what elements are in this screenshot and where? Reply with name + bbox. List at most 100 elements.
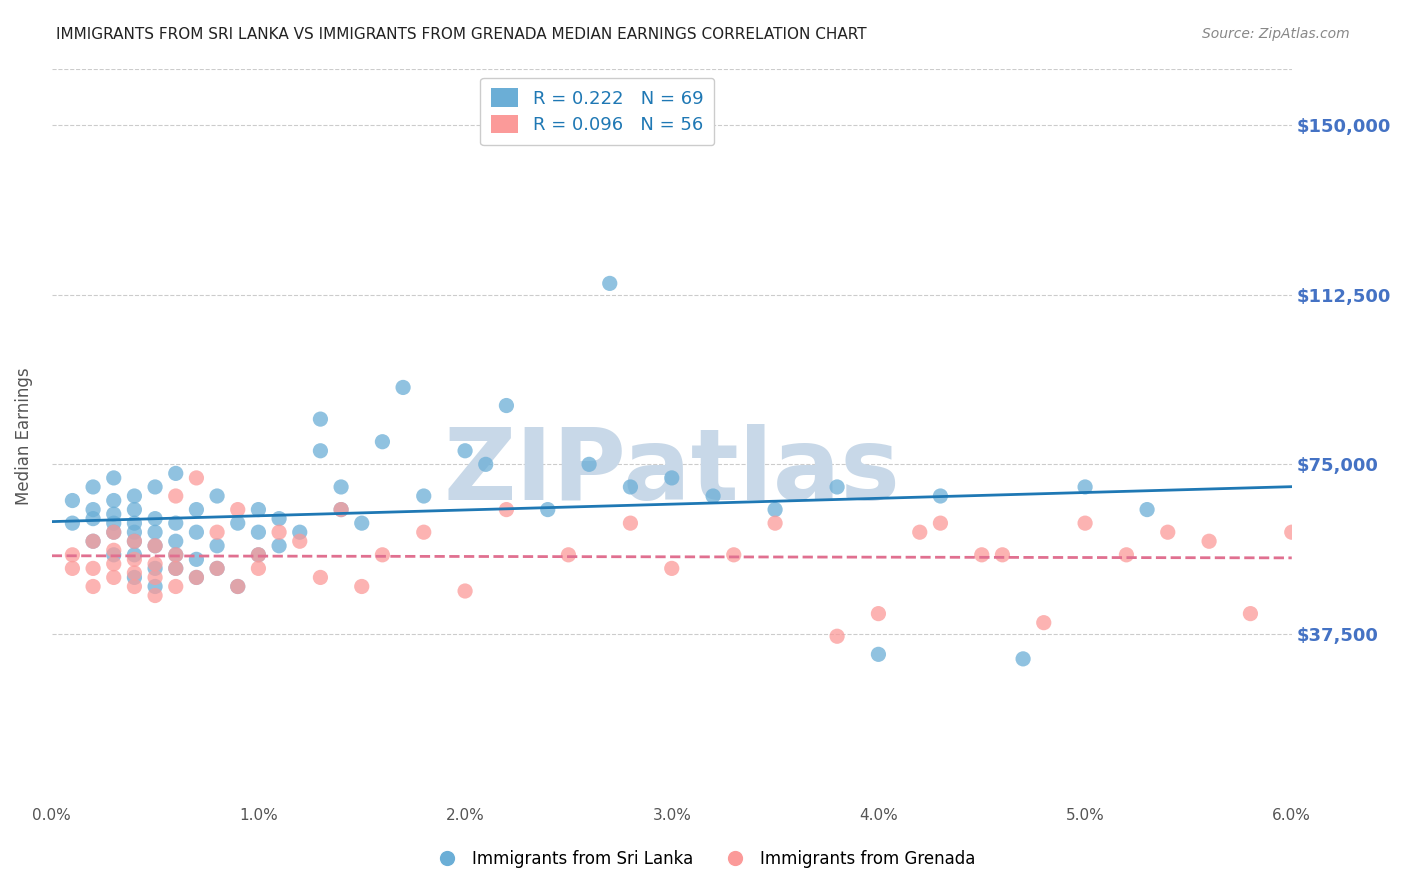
Point (165, 548, 187, 562)
Point (267, 539, 290, 553)
Point (143, 480, 166, 494)
Point (143, 589, 166, 603)
Point (62, 493, 84, 508)
Point (103, 525, 125, 540)
Point (124, 534, 146, 549)
Text: Source: ZipAtlas.com: Source: ZipAtlas.com (1202, 27, 1350, 41)
Point (143, 539, 166, 553)
Point (868, 607, 890, 621)
Point (226, 579, 249, 593)
Point (1032, 615, 1054, 630)
Point (143, 539, 166, 553)
Point (165, 534, 187, 549)
Point (495, 502, 517, 516)
Point (62, 548, 84, 562)
Point (124, 548, 146, 562)
Point (661, 561, 683, 575)
Point (929, 516, 952, 530)
Point (371, 548, 394, 562)
Point (267, 525, 290, 540)
Point (103, 516, 125, 530)
Point (226, 516, 249, 530)
Point (825, 480, 848, 494)
Point (186, 502, 208, 516)
Point (474, 458, 496, 472)
Point (82, 511, 104, 525)
Point (103, 525, 125, 540)
Point (454, 443, 477, 458)
Point (103, 548, 125, 562)
Point (763, 516, 786, 530)
Point (165, 467, 187, 481)
Point (124, 579, 146, 593)
Point (350, 516, 373, 530)
Point (970, 548, 993, 562)
Point (412, 489, 434, 503)
Point (599, 277, 621, 291)
Point (205, 561, 228, 575)
Point (143, 579, 166, 593)
Point (82, 534, 104, 549)
Point (103, 471, 125, 485)
Point (350, 579, 373, 593)
Point (661, 471, 683, 485)
Point (763, 502, 786, 516)
Point (825, 629, 848, 643)
Point (165, 489, 187, 503)
Point (702, 489, 724, 503)
Point (309, 412, 332, 426)
Y-axis label: Median Earnings: Median Earnings (15, 368, 32, 505)
Point (143, 557, 166, 571)
Point (103, 493, 125, 508)
Point (537, 502, 560, 516)
Point (165, 516, 187, 530)
Point (267, 511, 290, 525)
Point (124, 516, 146, 530)
Point (124, 566, 146, 580)
Point (1198, 534, 1220, 549)
Point (309, 443, 332, 458)
Point (103, 557, 125, 571)
Point (205, 561, 228, 575)
Point (495, 399, 517, 413)
Point (165, 548, 187, 562)
Point (62, 516, 84, 530)
Point (578, 458, 600, 472)
Point (226, 502, 249, 516)
Point (1239, 607, 1261, 621)
Point (124, 525, 146, 540)
Point (1074, 480, 1097, 494)
Point (247, 548, 270, 562)
Point (929, 489, 952, 503)
Point (124, 552, 146, 566)
Point (165, 561, 187, 575)
Point (82, 561, 104, 575)
Point (309, 570, 332, 584)
Legend: Immigrants from Sri Lanka, Immigrants from Grenada: Immigrants from Sri Lanka, Immigrants fr… (423, 844, 983, 875)
Point (62, 561, 84, 575)
Point (165, 579, 187, 593)
Point (392, 380, 415, 394)
Point (868, 648, 890, 662)
Point (143, 561, 166, 575)
Point (557, 548, 579, 562)
Point (1115, 548, 1137, 562)
Point (186, 570, 208, 584)
Point (371, 434, 394, 449)
Point (1157, 525, 1180, 540)
Point (288, 525, 311, 540)
Point (143, 511, 166, 525)
Point (226, 579, 249, 593)
Point (165, 561, 187, 575)
Point (1074, 516, 1097, 530)
Point (205, 525, 228, 540)
Point (247, 561, 270, 575)
Point (412, 525, 434, 540)
Point (124, 534, 146, 549)
Point (124, 570, 146, 584)
Legend: R = 0.222   N = 69, R = 0.096   N = 56: R = 0.222 N = 69, R = 0.096 N = 56 (481, 78, 714, 145)
Point (1281, 525, 1303, 540)
Text: IMMIGRANTS FROM SRI LANKA VS IMMIGRANTS FROM GRENADA MEDIAN EARNINGS CORRELATION: IMMIGRANTS FROM SRI LANKA VS IMMIGRANTS … (56, 27, 868, 42)
Point (186, 552, 208, 566)
Point (288, 534, 311, 549)
